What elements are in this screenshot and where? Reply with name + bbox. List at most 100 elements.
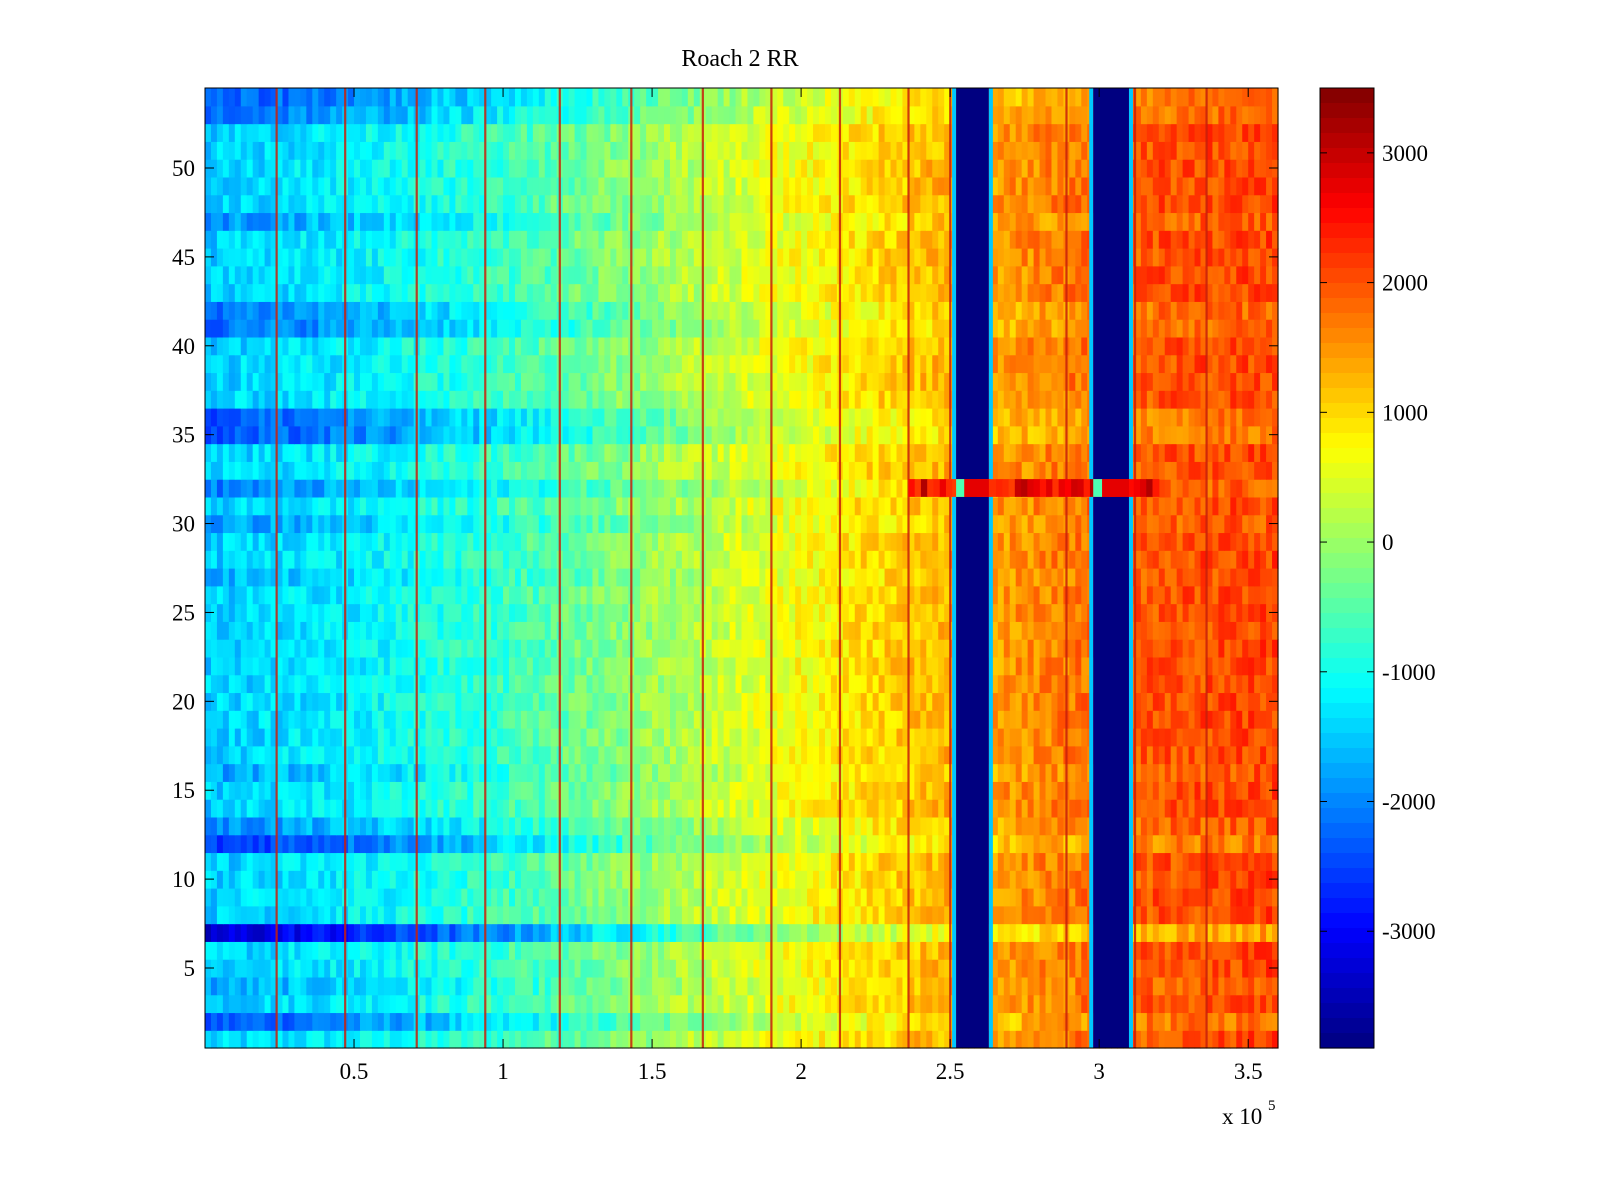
heatmap-cell [747,941,755,960]
heatmap-cell [801,674,808,694]
heatmap-cell [580,781,588,800]
heatmap-cell [795,710,802,729]
heatmap-cell [938,692,945,711]
heatmap-cell [807,550,814,569]
heatmap-cell [944,550,951,569]
heatmap-cell [246,1030,254,1049]
heatmap-cell [216,656,224,676]
heatmap-cell [336,728,343,747]
heatmap-cell [282,976,290,996]
heatmap-cell [324,888,331,907]
heatmap-cell [318,585,325,605]
heatmap-cell [514,568,522,587]
heatmap-cell [1194,639,1202,658]
heatmap-cell [920,568,927,587]
heatmap-cell [1146,852,1154,871]
heatmap-cell [1045,656,1053,676]
heatmap-cell [401,781,409,800]
heatmap-cell [729,621,737,640]
heatmap-cell [1057,585,1064,605]
heatmap-cell [616,621,623,640]
heatmap-cell [514,692,522,711]
heatmap-cell [1230,941,1237,960]
heatmap-cell [288,976,296,996]
heatmap-cell [449,816,456,836]
heatmap-cell [658,603,665,622]
heatmap-cell [1146,905,1154,925]
heatmap-cell [497,888,504,907]
heatmap-cell [544,745,552,765]
heatmap-cell [1176,799,1184,818]
heatmap-cell [753,976,760,996]
heatmap-cell [991,1012,999,1031]
heatmap-cell [419,816,427,836]
heatmap-cell [1230,816,1237,836]
heatmap-cell [586,656,594,676]
heatmap-cell [759,1012,766,1031]
heatmap-cell [640,1012,647,1031]
heatmap-cell [890,656,898,676]
heatmap-cell [813,710,820,729]
heatmap-cell [866,585,874,605]
heatmap-cell [1134,1012,1142,1031]
heatmap-cell [640,763,647,782]
heatmap-cell [1152,621,1160,640]
heatmap-cell [580,1012,588,1031]
heatmap-cell [878,550,886,569]
heatmap-cell [383,905,391,925]
heatmap-cell [264,1030,272,1049]
heatmap-cell [1009,834,1017,854]
heatmap-cell [872,888,880,907]
heatmap-cell [747,781,755,800]
heatmap-cell [461,852,468,871]
heatmap-cell [216,550,224,569]
heatmap-cell [1182,568,1190,587]
heatmap-cell [574,603,582,622]
heatmap-cell [675,994,683,1014]
heatmap-cell [842,1030,850,1049]
heatmap-cell [1158,656,1166,676]
heatmap-cell [741,976,749,996]
heatmap-cell [1188,888,1196,907]
heatmap-cell [705,728,713,747]
heatmap-cell [491,550,498,569]
heatmap-cell [1033,621,1041,640]
heatmap-cell [783,941,790,960]
heatmap-cell [616,639,623,658]
heatmap-cell [1045,745,1053,765]
heatmap-cell [294,656,301,676]
heatmap-cell [640,781,647,800]
heatmap-cell [902,905,910,925]
heatmap-cell [789,781,796,800]
heatmap-cell [848,834,856,854]
heatmap-cell [395,568,403,587]
heatmap-cell [216,763,224,782]
heatmap-cell [741,674,749,694]
heatmap-cell [365,639,373,658]
heatmap-cell [675,568,683,587]
heatmap-cell [604,1012,611,1031]
heatmap-cell [1272,763,1279,782]
heatmap-cell [216,941,224,960]
heatmap-cell [878,976,886,996]
heatmap-cell [801,568,808,587]
heatmap-cell [1224,905,1231,925]
heatmap-cell [348,656,355,676]
heatmap-cell [765,674,772,694]
heatmap-cell [270,816,278,836]
heatmap-cell [580,656,588,676]
heatmap-cell [1248,674,1255,694]
heatmap-cell [1176,585,1184,605]
heatmap-cell [675,585,683,605]
heatmap-cell [1069,763,1076,782]
heatmap-cell [842,994,850,1014]
heatmap-cell [550,888,558,907]
heatmap-cell [926,941,933,960]
heatmap-cell [300,1012,307,1031]
heatmap-cell [359,550,367,569]
heatmap-cell [795,745,802,765]
heatmap-cell [616,799,623,818]
heatmap-cell [842,710,850,729]
heatmap-cell [1212,728,1219,747]
heatmap-cell [318,603,325,622]
